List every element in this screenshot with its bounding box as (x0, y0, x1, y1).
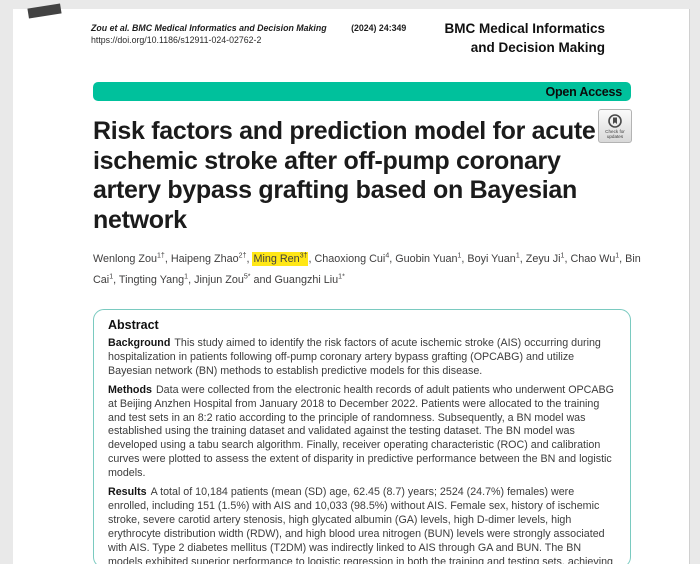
abstract-section-label: Results (108, 486, 147, 499)
citation-line: Zou et al. BMC Medical Informatics and D… (91, 22, 406, 34)
author: Zeyu Ji1 (525, 252, 565, 265)
citation-journal: Zou et al. BMC Medical Informatics and D… (91, 23, 327, 33)
abstract-section-label: Background (108, 337, 171, 349)
author: Wenlong Zou1† (93, 252, 165, 265)
check-for-updates-button[interactable]: Check for updates (598, 109, 632, 143)
paper-page: Zou et al. BMC Medical Informatics and D… (13, 3, 690, 564)
check-for-updates-text: Check for updates (605, 128, 625, 139)
abstract-paragraph: Methods Data were collected from the elec… (108, 383, 614, 480)
article-title: Risk factors and prediction model for ac… (93, 117, 596, 234)
open-access-bar: Open Access (93, 82, 631, 101)
journal-name-line2: and Decision Making (470, 39, 605, 55)
author: Bin Cai1 (93, 253, 641, 286)
page-corner-mark (27, 3, 62, 19)
author: Boyi Yuan1 (467, 252, 520, 265)
author: Guobin Yuan1 (395, 252, 462, 265)
abstract-section-label: Methods (108, 383, 152, 396)
author: Haipeng Zhao2† (170, 252, 247, 265)
abstract-section: Abstract Background This study aimed to i… (93, 309, 631, 564)
abstract-heading: Abstract (108, 318, 159, 332)
author-list: Wenlong Zou1†, Haipeng Zhao2†, Ming Ren3… (93, 252, 641, 286)
author: Tingting Yang1 (118, 273, 189, 286)
citation-volume: (2024) 24:349 (351, 23, 407, 33)
abstract-paragraph: Background This study aimed to identify t… (108, 337, 601, 377)
author: Ming Ren3† (252, 252, 309, 266)
check-for-updates-icon (608, 113, 622, 128)
author: Chao Wu1 (570, 252, 620, 265)
doi-link[interactable]: https://doi.org/10.1186/s12911-024-02762… (91, 35, 262, 45)
abstract-paragraph: Results A total of 10,184 patients (mean … (108, 486, 613, 564)
open-access-label: Open Access (545, 84, 622, 99)
journal-logo: BMC Medical Informatics and Decision Mak… (444, 20, 605, 57)
author: Chaoxiong Cui4 (314, 252, 390, 265)
abstract-body: Background This study aimed to identify t… (108, 337, 615, 564)
journal-name-line1: BMC Medical Informatics (444, 21, 605, 36)
author: Guangzhi Liu1* (274, 273, 345, 286)
author: Jinjun Zou5* (194, 273, 251, 286)
running-head: Zou et al. BMC Medical Informatics and D… (91, 22, 406, 46)
